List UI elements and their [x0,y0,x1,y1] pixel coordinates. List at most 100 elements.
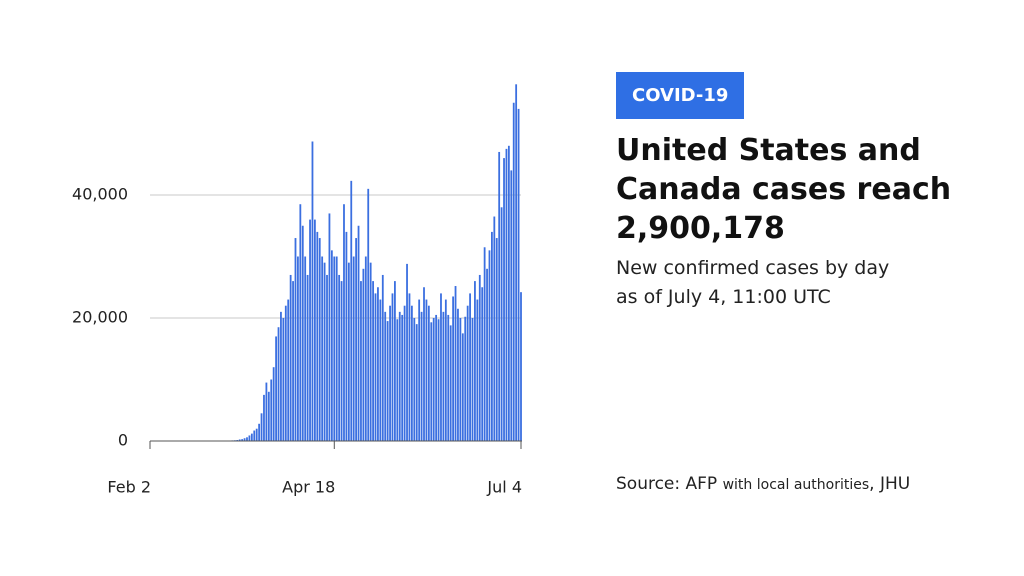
bar [488,250,491,441]
bar [410,305,413,441]
bar [498,151,501,441]
bar [248,435,251,441]
x-tick-label: Feb 2 [107,478,151,497]
bar [243,438,246,441]
bar [435,314,438,441]
bar [444,299,447,441]
chart-title: United States and Canada cases reach 2,9… [616,131,1016,248]
bar [357,225,360,441]
bar [350,180,353,442]
bar [503,158,505,441]
tag: COVID-19 [616,72,745,119]
bar [427,305,430,441]
subtitle-line: as of July 4, 11:00 UTC [616,286,831,308]
bar [345,231,348,441]
y-tick-label: 40,000 [72,185,128,204]
bar [379,299,382,441]
source-text: with local authorities [722,477,870,493]
subtitle-line: New confirmed cases by day [616,257,890,279]
bar [381,274,384,441]
bar [386,321,389,441]
bar [343,204,345,441]
bar [275,336,277,441]
bar [328,213,331,441]
bar [507,145,510,442]
x-tick-label: Jul 4 [486,478,522,497]
bar [408,293,411,441]
bar [272,367,275,441]
bar [318,238,321,441]
bar [335,256,338,441]
bar [287,299,290,441]
bar [323,262,326,441]
bar [362,268,365,441]
bar [442,311,445,441]
bar [457,308,459,441]
bar [374,293,377,441]
bar [292,281,294,441]
bar [352,256,355,441]
bar [394,281,396,441]
bar [440,293,442,441]
title-line: United States and [616,133,921,168]
bar [294,238,297,441]
bar [512,102,515,441]
bar [478,274,481,441]
bar [333,256,336,441]
bar [403,305,406,441]
bar [415,324,418,441]
bar [461,333,464,441]
bar [406,263,408,441]
bar [391,293,394,441]
bar [330,250,333,441]
bar [398,311,401,441]
bar [369,262,372,441]
bar [495,238,498,441]
bar [260,413,263,441]
source: Source: AFP with local authorities, JHU [616,474,910,494]
bar [454,286,457,441]
bar [377,287,379,441]
bar [321,256,324,441]
bar [367,188,370,441]
x-tick-label: Apr 18 [282,478,335,497]
bar [263,394,265,441]
bar [520,292,522,441]
bar [289,274,292,441]
bar [500,207,503,441]
bar [355,238,358,441]
bar [491,231,493,441]
bar [452,296,455,441]
bar [265,382,268,441]
bar [297,256,299,441]
bar [326,274,328,441]
subtitle: New confirmed cases by day as of July 4,… [616,254,1016,312]
bar [246,437,248,441]
bar [396,319,399,441]
bar [238,439,241,441]
bar [466,305,469,441]
bar [255,428,258,441]
bar [420,311,423,441]
info-panel: COVID-19 United States and Canada cases … [616,72,1016,312]
bar [253,430,256,441]
bar [364,256,367,441]
bar [372,281,374,441]
source-text: Source: AFP [616,474,718,494]
bar [425,299,428,441]
title-line: Canada cases reach [616,172,952,207]
bar [517,108,520,442]
bar [306,274,309,441]
bar [301,225,304,441]
bar [430,322,433,441]
bar [347,262,350,441]
bar [459,318,462,441]
bar [483,247,486,441]
source-text: , JHU [869,474,911,494]
bar [284,305,287,441]
bar [418,299,421,441]
bar [267,391,270,441]
bar [469,293,471,441]
bar [299,204,302,441]
bar [493,216,496,441]
